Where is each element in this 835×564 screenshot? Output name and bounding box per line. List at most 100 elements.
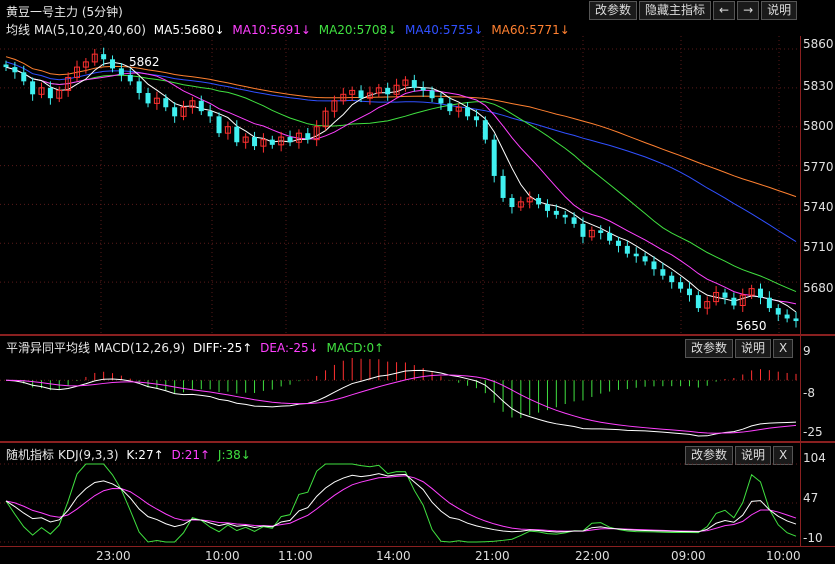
macd-tick: -25 — [803, 425, 823, 439]
time-tick: 14:00 — [376, 549, 411, 563]
candle-body — [3, 64, 9, 68]
kdj-d-value: D:21↑ — [171, 448, 211, 462]
candle-body — [278, 136, 285, 146]
kdj-close-button[interactable]: X — [773, 446, 794, 465]
kdj-j-value: J:38↓ — [217, 448, 251, 462]
candle-body — [784, 314, 790, 319]
candle-body — [500, 175, 506, 198]
main-toolbar: 改参数 隐藏主指标 ← → 说明 — [587, 1, 798, 20]
candle-body — [189, 100, 196, 108]
candle-body — [402, 79, 409, 86]
candle-body — [766, 297, 772, 309]
chart-title: 黄豆一号主力 (5分钟) — [6, 5, 123, 19]
scroll-left-button[interactable]: ← — [713, 1, 736, 20]
macd-diff-line — [5, 369, 797, 437]
hide-main-indicator-button[interactable]: 隐藏主指标 — [639, 1, 712, 20]
candle-body — [216, 116, 222, 134]
ma-line — [5, 56, 797, 198]
price-tick: 5800 — [803, 119, 834, 133]
candle-body — [447, 103, 453, 112]
price-tick: 5740 — [803, 200, 834, 214]
macd-close-button[interactable]: X — [773, 339, 794, 358]
kdj-chart[interactable] — [0, 460, 800, 546]
ma-line — [5, 61, 797, 313]
candle-body — [713, 292, 720, 303]
candle-body — [695, 295, 701, 309]
candle-body — [624, 245, 630, 254]
candle-body — [269, 139, 275, 145]
candle-body — [163, 98, 169, 108]
candle-body — [536, 197, 542, 205]
ma40-value: MA40:5755↓ — [405, 23, 484, 37]
kdj-change-params-button[interactable]: 改参数 — [685, 446, 734, 465]
macd-legend: 平滑异同平均线 MACD(12,26,9) DIFF:-25↑ DEA:-25↓ … — [6, 339, 388, 356]
macd-help-button[interactable]: 说明 — [735, 339, 772, 358]
candle-body — [47, 87, 53, 99]
candle-body — [91, 53, 98, 63]
kdj-legend: 随机指标 KDJ(9,3,3) K:27↑ D:21↑ J:38↓ — [6, 446, 255, 463]
candle-body — [12, 67, 18, 73]
candle-body — [491, 139, 497, 176]
candle-body — [429, 90, 435, 99]
macd-tick: -8 — [803, 386, 815, 400]
candle-body — [313, 126, 320, 141]
kdj-help-button[interactable]: 说明 — [735, 446, 772, 465]
macd-macd-value: MACD:0↑ — [326, 341, 385, 355]
candle-body — [172, 107, 178, 117]
candle-body — [722, 292, 728, 298]
macd-dea-value: DEA:-25↓ — [260, 341, 319, 355]
candle-body — [686, 288, 692, 296]
candle-body — [340, 93, 347, 102]
macd-params: MACD(12,26,9) — [94, 341, 186, 355]
candle-body — [385, 87, 391, 95]
change-params-button[interactable]: 改参数 — [589, 1, 638, 20]
help-button[interactable]: 说明 — [761, 1, 798, 20]
scroll-right-button[interactable]: → — [737, 1, 760, 20]
time-tick: 21:00 — [475, 549, 510, 563]
price-tick: 5770 — [803, 160, 834, 174]
candle-body — [482, 120, 488, 140]
macd-change-params-button[interactable]: 改参数 — [685, 339, 734, 358]
candle-body — [74, 66, 81, 78]
candle-body — [465, 107, 471, 117]
candle-body — [678, 282, 684, 289]
candle-body — [607, 232, 613, 241]
time-tick: 11:00 — [278, 549, 313, 563]
candle-body — [21, 72, 27, 82]
candle-body — [358, 90, 364, 99]
candle-body — [517, 201, 524, 208]
price-chart[interactable] — [0, 36, 800, 334]
candle-body — [349, 89, 356, 95]
candle-body — [793, 318, 799, 322]
candle-body — [224, 126, 231, 134]
ma-legend: 均线 MA(5,10,20,40,60) MA5:5680↓ MA10:5691↓… — [6, 21, 574, 38]
kdj-k-line — [5, 473, 797, 533]
time-tick: 10:00 — [205, 549, 240, 563]
candle-body — [393, 84, 400, 95]
time-tick: 23:00 — [96, 549, 131, 563]
candle-body — [295, 132, 302, 143]
ma-line — [5, 61, 797, 243]
candle-body — [660, 269, 666, 276]
candle-body — [438, 98, 444, 104]
time-tick: 09:00 — [671, 549, 706, 563]
macd-chart[interactable] — [0, 354, 800, 440]
candle-body — [153, 97, 160, 104]
candle-body — [473, 116, 479, 121]
candle-body — [731, 297, 737, 306]
candle-body — [455, 106, 462, 112]
candle-body — [651, 261, 657, 270]
candle-body — [704, 301, 711, 309]
candle-body — [748, 288, 755, 296]
macd-tick: 9 — [803, 344, 811, 358]
price-tick: 5680 — [803, 281, 834, 295]
ma10-value: MA10:5691↓ — [232, 23, 311, 37]
panel-divider — [0, 441, 835, 443]
right-axis-line — [800, 36, 801, 546]
ma60-value: MA60:5771↓ — [491, 23, 570, 37]
macd-dea-line — [5, 374, 797, 434]
candle-body — [411, 80, 417, 88]
candle-body — [775, 308, 781, 315]
candle-body — [553, 210, 559, 215]
candle-body — [287, 137, 293, 143]
